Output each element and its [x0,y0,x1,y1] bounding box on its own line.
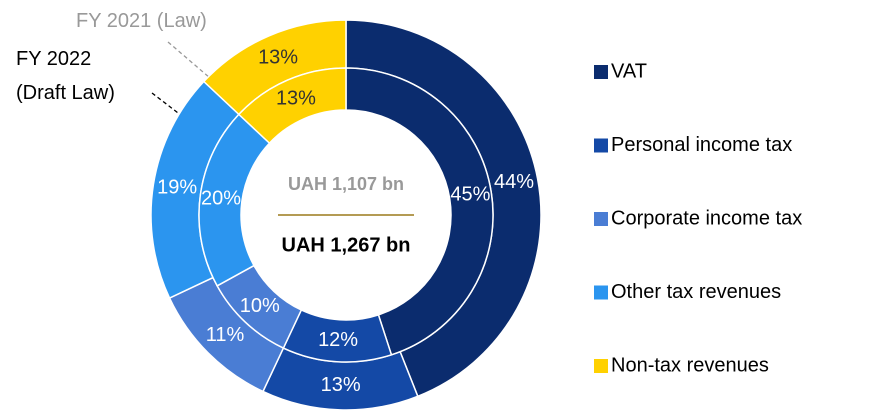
center-label: UAH 1,107 bn [288,174,404,194]
legend-swatch [594,359,608,373]
center-label: UAH 1,267 bn [282,234,411,256]
data-label: 10% [240,295,280,317]
data-label: 44% [494,171,534,193]
legend-label: VAT [611,60,647,82]
leader-line [151,92,183,117]
data-label: 13% [276,88,316,110]
series-label: FY 2022 (Draft Law) [16,48,115,104]
data-label: 45% [450,184,490,206]
legend-swatch [594,65,608,79]
legend-swatch [594,212,608,226]
data-label: 11% [206,324,245,346]
leader-line [167,41,211,79]
data-label: 13% [258,46,298,68]
donut-segment [237,67,347,145]
data-label: 12% [318,329,358,351]
legend-label: Personal income tax [611,134,792,156]
series-label: FY 2021 (Law) [76,10,207,32]
legend-swatch [594,138,608,153]
donut-segment [345,67,494,356]
legend-label: Non-tax revenues [611,354,769,376]
legend-label: Other tax revenues [611,281,781,303]
data-label: 19% [157,177,197,199]
data-label: 20% [201,187,241,209]
legend-swatch [594,285,608,300]
legend-label: Corporate income tax [611,207,802,229]
data-label: 13% [321,374,361,396]
